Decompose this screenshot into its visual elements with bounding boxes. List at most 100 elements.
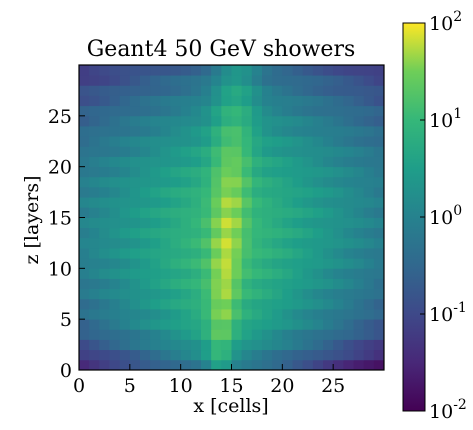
heatmap-cell (79, 339, 90, 351)
heatmap-cell (150, 258, 161, 269)
heatmap-cell (231, 288, 243, 300)
heatmap-cell (251, 156, 263, 168)
heatmap-cell (282, 258, 293, 269)
heatmap-cell (109, 156, 121, 168)
heatmap-cell (180, 217, 192, 229)
heatmap-cell (221, 278, 232, 290)
heatmap-cell (160, 309, 171, 320)
heatmap-cell (292, 268, 304, 279)
heatmap-cell (129, 278, 141, 290)
x-axis-ticks: 0 5 10 15 20 25 (73, 364, 345, 397)
heatmap-cell (150, 65, 161, 76)
heatmap-cell (282, 146, 293, 157)
heatmap-cell (241, 146, 253, 157)
heatmap-cell (282, 176, 293, 188)
heatmap-cell (302, 278, 314, 290)
heatmap-cell (282, 197, 293, 208)
heatmap-cell (129, 359, 141, 371)
colorbar-tick-label: 10-1 (429, 300, 467, 326)
heatmap-cell (241, 156, 253, 168)
heatmap-cell (109, 176, 121, 188)
heatmap-cell (119, 309, 131, 320)
heatmap-cell (119, 197, 131, 208)
heatmap-cell (353, 217, 365, 229)
heatmap-cell (231, 227, 243, 239)
heatmap-cell (343, 278, 354, 290)
heatmap-cell (180, 105, 192, 117)
heatmap-cell (312, 176, 324, 188)
heatmap-cell (292, 95, 304, 107)
heatmap-cell (282, 309, 293, 320)
heatmap-cell (109, 75, 121, 86)
heatmap-cell (241, 115, 253, 127)
heatmap-cell (251, 329, 263, 340)
heatmap-cell (231, 339, 243, 351)
heatmap-cell (140, 329, 151, 340)
heatmap-cell (262, 95, 273, 107)
heatmap-cell (272, 329, 283, 340)
heatmap-cell (170, 115, 182, 127)
heatmap-cell (201, 319, 212, 330)
heatmap-cell (302, 146, 314, 157)
heatmap-cell (292, 237, 304, 249)
heatmap-cell (262, 359, 273, 371)
heatmap-cell (241, 359, 253, 371)
heatmap-cell (231, 197, 243, 208)
heatmap-cell (150, 268, 161, 279)
heatmap-cell (129, 319, 141, 330)
heatmap-cell (160, 298, 171, 310)
heatmap-cell (251, 268, 263, 279)
heatmap-cell (109, 359, 121, 371)
heatmap-cell (160, 258, 171, 269)
y-tick-label: 5 (60, 309, 72, 331)
heatmap-cell (282, 288, 293, 300)
heatmap-cell (323, 268, 334, 279)
heatmap-cell (353, 248, 365, 259)
heatmap-cell (302, 85, 314, 96)
heatmap-cell (231, 105, 243, 117)
heatmap-cell (201, 146, 212, 157)
heatmap-cell (363, 298, 375, 310)
heatmap-cell (241, 136, 253, 147)
heatmap-cell (180, 288, 192, 300)
heatmap-cell (251, 217, 263, 229)
heatmap-cell (119, 298, 131, 310)
heatmap-cell (170, 126, 182, 137)
heatmap-cell (292, 349, 304, 361)
heatmap-cell (292, 278, 304, 290)
heatmap-cell (150, 319, 161, 330)
heatmap-cell (190, 65, 202, 76)
heatmap-cell (292, 258, 304, 269)
heatmap-cell (201, 329, 212, 340)
heatmap-cell (312, 207, 324, 218)
heatmap-cell (251, 248, 263, 259)
heatmap-cell (140, 248, 151, 259)
heatmap-cell (282, 136, 293, 147)
heatmap-cell (251, 319, 263, 330)
heatmap-cell (312, 156, 324, 168)
heatmap-cell (190, 349, 202, 361)
heatmap-cell (89, 258, 100, 269)
heatmap-cell (150, 359, 161, 371)
heatmap-cell (323, 85, 334, 96)
heatmap-cell (140, 237, 151, 249)
heatmap-cell (140, 156, 151, 168)
heatmap-cell (99, 65, 110, 76)
heatmap-cell (323, 237, 334, 249)
heatmap-cell (160, 217, 171, 229)
heatmap-cell (119, 75, 131, 86)
heatmap-cell (99, 95, 110, 107)
heatmap-cell (292, 136, 304, 147)
heatmap-cell (231, 329, 243, 340)
heatmap-cell (79, 278, 90, 290)
heatmap-cell (292, 227, 304, 239)
heatmap-cell (353, 166, 365, 178)
heatmap-cell (363, 85, 375, 96)
heatmap-cell (180, 258, 192, 269)
heatmap-cell (180, 349, 192, 361)
heatmap-cell (109, 319, 121, 330)
heatmap-cell (221, 237, 232, 249)
heatmap-cell (129, 115, 141, 127)
heatmap-cell (119, 176, 131, 188)
